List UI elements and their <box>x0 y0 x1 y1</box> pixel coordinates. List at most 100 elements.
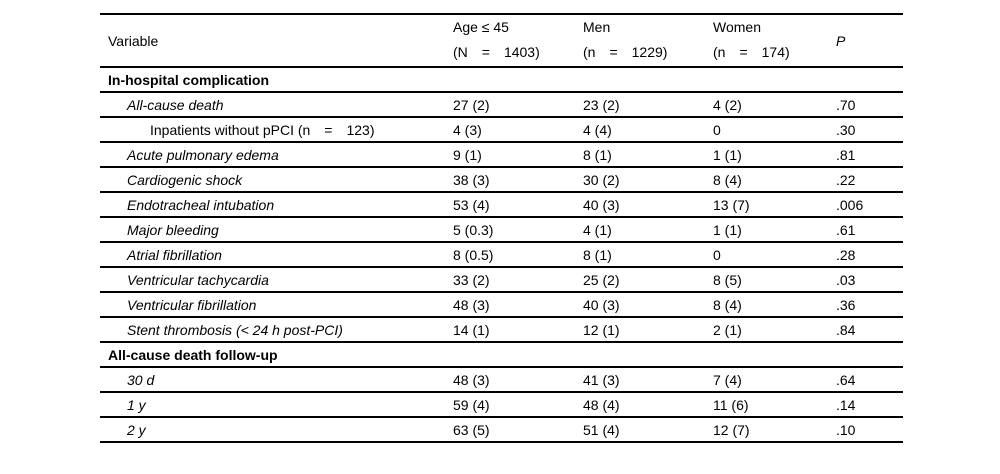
table-row-1-y: 1 y 59 (4) 48 (4) 11 (6) .14 <box>100 392 903 417</box>
cell-women: 8 (4) <box>713 171 742 188</box>
cell-p: .81 <box>836 146 856 163</box>
table-header: Variable Age ≤ 45 (N = 1403) Men (n = 12… <box>100 14 903 67</box>
section-row-in-hospital-complication: In-hospital complication <box>100 67 903 92</box>
table-row-30-d: 30 d 48 (3) 41 (3) 7 (4) .64 <box>100 367 903 392</box>
header-women-label: Women <box>713 18 761 35</box>
cell-p: .61 <box>836 221 856 238</box>
cell-age45: 63 (5) <box>453 421 490 438</box>
cell-women: 2 (1) <box>713 321 742 338</box>
table-row-stent-thrombosis: Stent thrombosis (< 24 h post-PCI) 14 (1… <box>100 317 903 342</box>
cell-men: 25 (2) <box>583 271 620 288</box>
cell-age45: 53 (4) <box>453 196 490 213</box>
table-row-cardiogenic-shock: Cardiogenic shock 38 (3) 30 (2) 8 (4) .2… <box>100 167 903 192</box>
cell-age45 <box>445 67 575 92</box>
cell-p: .36 <box>836 296 856 313</box>
cell-age45: 27 (2) <box>453 96 490 113</box>
cell-women: 12 (7) <box>713 421 750 438</box>
cell-men: 8 (1) <box>583 246 612 263</box>
cell-men: 51 (4) <box>583 421 620 438</box>
cell-p: .30 <box>836 121 856 138</box>
row-label: Ventricular fibrillation <box>127 296 257 313</box>
cell-men: 40 (3) <box>583 196 620 213</box>
header-women-n: (n = 174) <box>713 43 790 60</box>
cell-women: 0 <box>713 121 721 138</box>
section-row-all-cause-death-follow-up: All-cause death follow-up <box>100 342 903 367</box>
cell-men: 40 (3) <box>583 296 620 313</box>
section-label: In-hospital complication <box>108 71 270 88</box>
cell-age45: 9 (1) <box>453 146 482 163</box>
cell-men: 48 (4) <box>583 396 620 413</box>
cell-p: .10 <box>836 421 856 438</box>
table-row-major-bleeding: Major bleeding 5 (0.3) 4 (1) 1 (1) .61 <box>100 217 903 242</box>
row-label: Atrial fibrillation <box>127 246 222 263</box>
cell-women: 8 (5) <box>713 271 742 288</box>
cell-women: 1 (1) <box>713 221 742 238</box>
cell-men: 41 (3) <box>583 371 620 388</box>
cell-women: 1 (1) <box>713 146 742 163</box>
cell-age45: 59 (4) <box>453 396 490 413</box>
cell-men: 4 (4) <box>583 121 612 138</box>
cell-p: .64 <box>836 371 856 388</box>
row-label: Major bleeding <box>127 221 219 238</box>
table-row-ventricular-tachycardia: Ventricular tachycardia 33 (2) 25 (2) 8 … <box>100 267 903 292</box>
table-body: In-hospital complication All-cause death… <box>100 67 903 442</box>
table-row-2-y: 2 y 63 (5) 51 (4) 12 (7) .10 <box>100 417 903 442</box>
cell-men <box>575 342 705 367</box>
cell-age45 <box>445 342 575 367</box>
cell-p: .70 <box>836 96 856 113</box>
cell-p <box>828 67 903 92</box>
row-label: Acute pulmonary edema <box>127 146 279 163</box>
cell-age45: 48 (3) <box>453 296 490 313</box>
header-p-label: P <box>836 32 846 49</box>
cell-p <box>828 342 903 367</box>
header-age45: Age ≤ 45 (N = 1403) <box>445 14 575 67</box>
header-variable-label: Variable <box>108 32 159 49</box>
cell-men: 23 (2) <box>583 96 620 113</box>
cell-women <box>705 67 828 92</box>
cell-women: 11 (6) <box>713 396 749 413</box>
cell-women: 7 (4) <box>713 371 742 388</box>
cell-women: 0 <box>713 246 721 263</box>
header-variable: Variable <box>100 14 445 67</box>
section-label: All-cause death follow-up <box>108 346 278 363</box>
cell-age45: 48 (3) <box>453 371 490 388</box>
data-table: Variable Age ≤ 45 (N = 1403) Men (n = 12… <box>100 13 903 443</box>
table-row-endotracheal-intubation: Endotracheal intubation 53 (4) 40 (3) 13… <box>100 192 903 217</box>
cell-age45: 5 (0.3) <box>453 221 494 238</box>
cell-p: .03 <box>836 271 856 288</box>
cell-men <box>575 67 705 92</box>
cell-age45: 4 (3) <box>453 121 482 138</box>
cell-age45: 14 (1) <box>453 321 490 338</box>
row-label: Endotracheal intubation <box>127 196 275 213</box>
table-row-atrial-fibrillation: Atrial fibrillation 8 (0.5) 8 (1) 0 .28 <box>100 242 903 267</box>
cell-women <box>705 342 828 367</box>
header-row: Variable Age ≤ 45 (N = 1403) Men (n = 12… <box>100 14 903 67</box>
cell-p: .14 <box>836 396 856 413</box>
row-label: 2 y <box>127 421 146 438</box>
cell-women: 8 (4) <box>713 296 742 313</box>
cell-age45: 33 (2) <box>453 271 490 288</box>
cell-men: 30 (2) <box>583 171 620 188</box>
cell-men: 4 (1) <box>583 221 612 238</box>
table-row-all-cause-death: All-cause death 27 (2) 23 (2) 4 (2) .70 <box>100 92 903 117</box>
table-row-inpatients-without-ppci: Inpatients without pPCI (n = 123) 4 (3) … <box>100 117 903 142</box>
header-women: Women (n = 174) <box>705 14 828 67</box>
cell-p: .22 <box>836 171 856 188</box>
table-row-acute-pulmonary-edema: Acute pulmonary edema 9 (1) 8 (1) 1 (1) … <box>100 142 903 167</box>
header-men: Men (n = 1229) <box>575 14 705 67</box>
cell-p: .006 <box>836 196 864 213</box>
header-men-label: Men <box>583 18 611 35</box>
header-men-n: (n = 1229) <box>583 43 668 60</box>
cell-age45: 8 (0.5) <box>453 246 494 263</box>
row-label: Stent thrombosis (< 24 h post-PCI) <box>127 321 343 338</box>
row-label: All-cause death <box>127 96 224 113</box>
row-label: Cardiogenic shock <box>127 171 243 188</box>
row-label: 30 d <box>127 371 155 388</box>
row-label: Ventricular tachycardia <box>127 271 269 288</box>
header-p: P <box>828 14 903 67</box>
cell-men: 12 (1) <box>583 321 620 338</box>
cell-p: .28 <box>836 246 856 263</box>
row-label: Inpatients without pPCI (n = 123) <box>150 121 375 138</box>
cell-p: .84 <box>836 321 856 338</box>
